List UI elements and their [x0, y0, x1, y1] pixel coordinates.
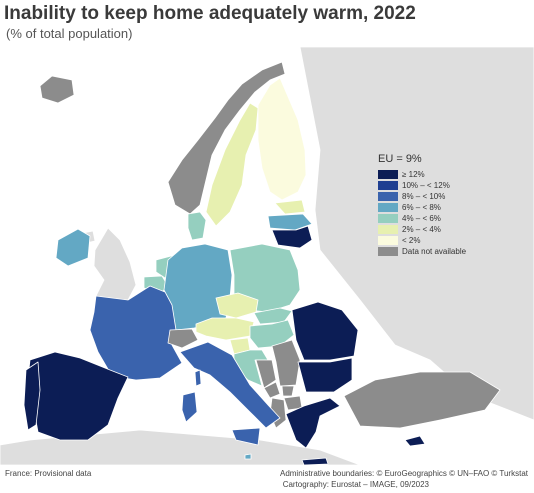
country-gr [301, 457, 329, 465]
map-legend: EU = 9% ≥ 12% 10% – < 12% 8% – < 10% 6% – <… [378, 153, 528, 257]
country-pl [229, 243, 301, 313]
legend-title: EU = 9% [378, 153, 422, 165]
country-ie [55, 228, 91, 267]
country-cy [404, 435, 426, 447]
footnote: France: Provisional data [5, 469, 92, 478]
country-ro [291, 301, 359, 361]
map-title: Inability to keep home adequately warm, … [4, 3, 416, 24]
legend-label: ≥ 12% [402, 169, 425, 179]
legend-item: 4% – < 6% [378, 213, 528, 223]
legend-swatch [378, 202, 398, 212]
country-lt [271, 225, 313, 249]
country-sk [253, 307, 293, 325]
land-russia-east [299, 47, 534, 421]
country-dk [187, 211, 207, 241]
legend-item: 6% – < 8% [378, 202, 528, 212]
country-tr [343, 371, 501, 429]
country-lv [267, 213, 313, 231]
legend-item: 2% – < 4% [378, 224, 528, 234]
country-xk [281, 385, 295, 397]
legend-item: < 2% [378, 235, 528, 245]
legend-label: 2% – < 4% [402, 224, 441, 234]
country-cz [215, 292, 259, 319]
legend-item: Data not available [378, 246, 528, 256]
map-subtitle: (% of total population) [6, 26, 133, 41]
legend-swatch [378, 169, 398, 179]
country-gr [285, 397, 341, 449]
legend-label: 10% – < 12% [402, 180, 450, 190]
legend-swatch [378, 246, 398, 256]
credit-cartography: Cartography: Eurostat – IMAGE, 09/2023 [282, 480, 429, 489]
legend-label: 8% – < 10% [402, 191, 446, 201]
legend-swatch [378, 235, 398, 245]
legend-item: 8% – < 10% [378, 191, 528, 201]
credit-boundaries: Administrative boundaries: © EuroGeograp… [279, 469, 528, 478]
legend-item: 10% – < 12% [378, 180, 528, 190]
country-rs [271, 339, 301, 387]
country-ba [255, 359, 277, 389]
country-ee [274, 199, 306, 215]
country-ch [167, 328, 199, 349]
legend-items: ≥ 12% 10% – < 12% 8% – < 10% 6% – < 8% 4% – … [378, 169, 528, 256]
legend-swatch [378, 180, 398, 190]
legend-label: < 2% [402, 235, 421, 245]
country-bg [297, 357, 353, 393]
country-it [179, 341, 281, 429]
country-is [39, 75, 75, 104]
legend-swatch [378, 191, 398, 201]
legend-label: Data not available [402, 246, 467, 256]
country-fr [194, 369, 202, 387]
country-mt [244, 453, 252, 460]
country-it [231, 427, 261, 446]
country-fr [89, 285, 183, 381]
country-fi [257, 77, 307, 201]
legend-swatch [378, 224, 398, 234]
country-no [167, 61, 286, 215]
legend-label: 4% – < 6% [402, 213, 441, 223]
country-se [205, 102, 259, 227]
europe-map [0, 47, 534, 465]
country-pt [23, 361, 41, 431]
country-me [263, 381, 281, 399]
legend-item: ≥ 12% [378, 169, 528, 179]
legend-swatch [378, 213, 398, 223]
country-shapes [23, 61, 501, 465]
country-hu [249, 319, 295, 349]
map-area [0, 47, 534, 465]
country-it [181, 391, 198, 423]
country-de [163, 243, 233, 331]
legend-label: 6% – < 8% [402, 202, 441, 212]
